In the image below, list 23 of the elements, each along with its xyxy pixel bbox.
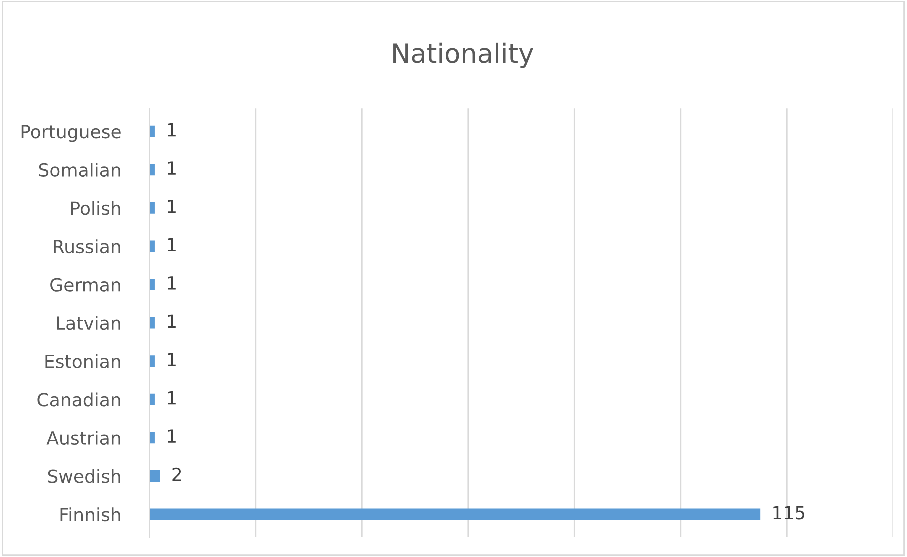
data-label: 1 xyxy=(168,314,176,328)
chart-title: Nationality xyxy=(394,42,534,68)
data-label: 1 xyxy=(168,238,176,252)
data-label: 1 xyxy=(168,200,176,214)
data-label: 1 xyxy=(168,162,176,175)
data-label: 1 xyxy=(168,430,176,443)
y-tick-label: Portuguese xyxy=(22,125,121,142)
y-tick-label: Canadian xyxy=(38,392,120,407)
y-tick-label: Austrian xyxy=(46,431,120,446)
y-tick-label: Somalian xyxy=(39,163,120,177)
y-tick-label: Finnish xyxy=(60,508,120,522)
y-tick-label: Estonian xyxy=(46,354,120,368)
y-tick-label: German xyxy=(50,278,120,292)
y-tick-label: Latvian xyxy=(57,316,120,330)
data-label: 1 xyxy=(168,276,176,290)
data-label: 1 xyxy=(168,353,176,366)
y-tick-label: Polish xyxy=(71,201,120,216)
data-label: 2 xyxy=(172,468,182,482)
data-label: 115 xyxy=(774,506,805,520)
y-tick-label: Russian xyxy=(54,240,120,254)
data-label: 1 xyxy=(168,123,176,137)
y-tick-label: Swedish xyxy=(48,469,120,484)
data-label: 1 xyxy=(168,391,176,405)
